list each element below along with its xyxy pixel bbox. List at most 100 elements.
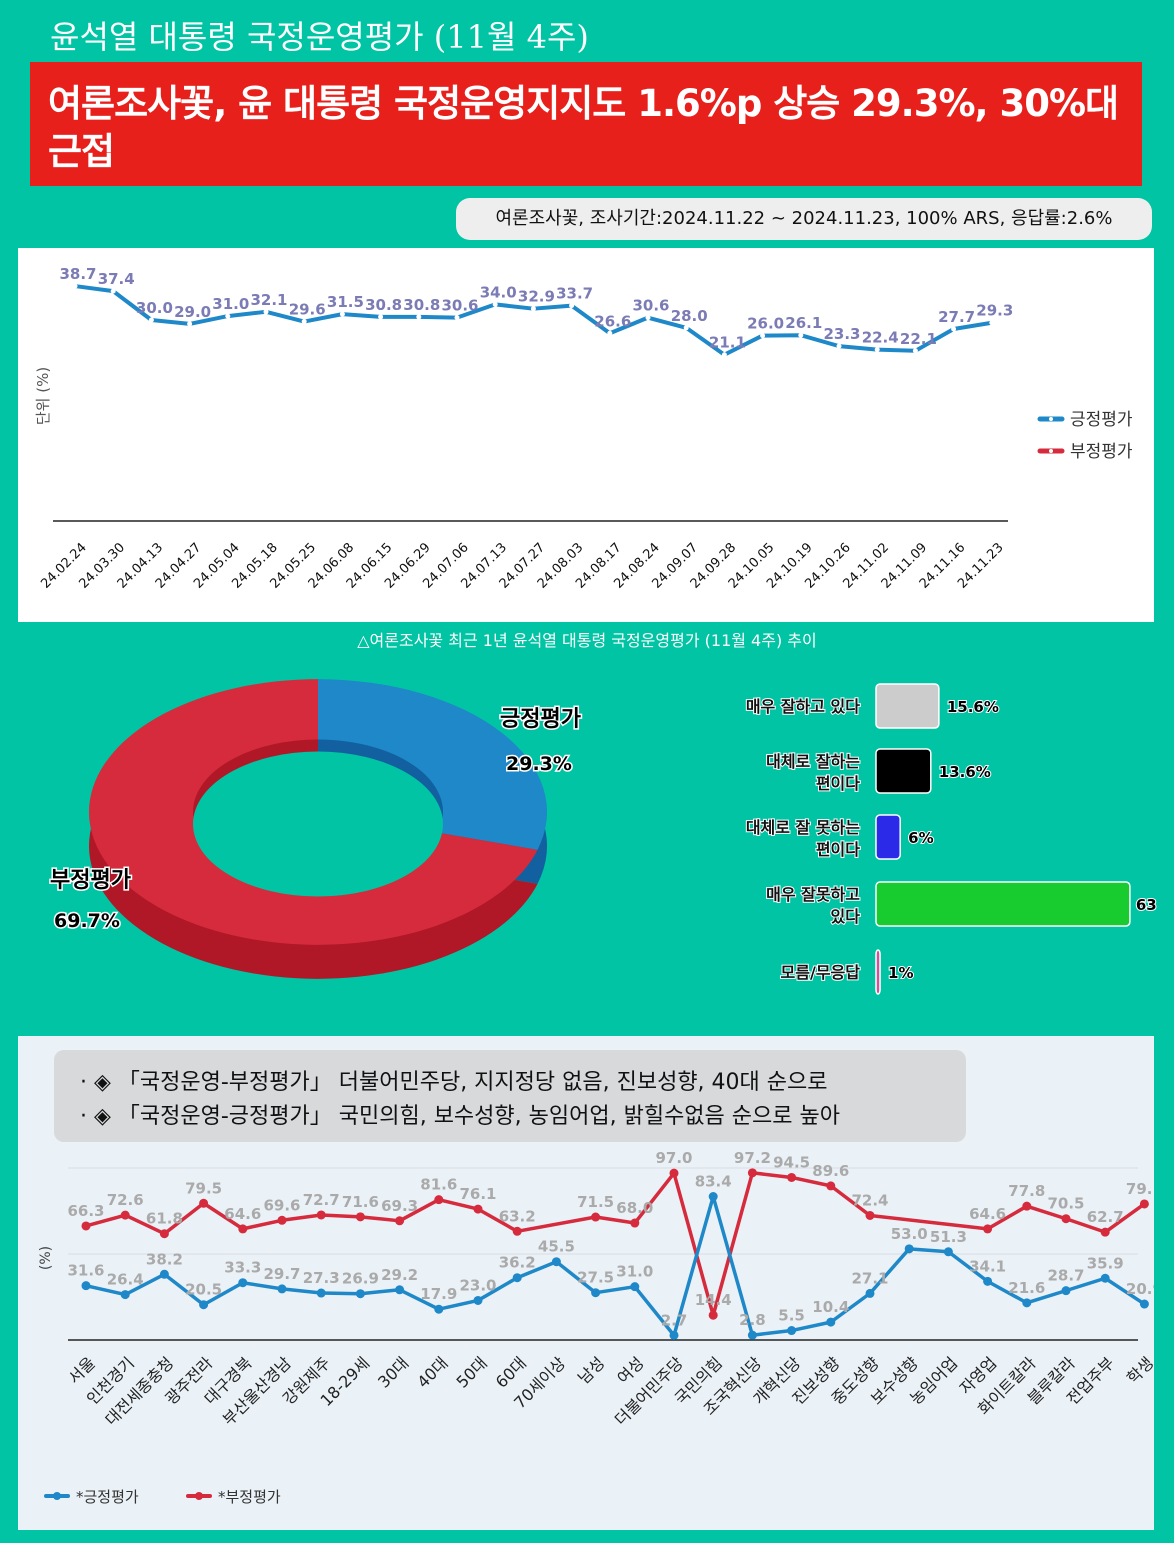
data-point xyxy=(159,1269,169,1279)
data-label: 72.7 xyxy=(303,1191,340,1209)
legend-marker xyxy=(1049,417,1053,421)
data-point xyxy=(416,314,422,320)
breakdown-charts: 긍정평가 29.3% 부정평가 69.7% 매우 잘하고 있다 15.6% 대체로 잘하는편… xyxy=(49,679,1158,995)
data-point xyxy=(787,1172,797,1182)
data-label: 79.1 xyxy=(1126,1180,1154,1198)
data-point xyxy=(512,1273,522,1283)
data-point xyxy=(836,343,842,349)
data-point xyxy=(148,317,154,323)
data-label: 20.5 xyxy=(185,1281,222,1299)
data-point xyxy=(1061,1214,1071,1224)
data-label: 71.5 xyxy=(577,1193,614,1211)
data-label: 31.5 xyxy=(327,293,364,311)
bar-category-label: 편이다 xyxy=(816,774,860,793)
data-label: 17.9 xyxy=(420,1285,457,1303)
data-label: 29.2 xyxy=(381,1266,418,1284)
data-point xyxy=(355,1289,365,1299)
bar-category-label: 대체로 잘하는 xyxy=(766,752,860,771)
data-label: 31.6 xyxy=(67,1262,104,1280)
data-label: 30.6 xyxy=(632,297,669,315)
data-point xyxy=(645,315,651,321)
data-label: 97.2 xyxy=(734,1149,771,1167)
data-point xyxy=(551,1257,561,1267)
data-label: 62.7 xyxy=(1087,1208,1124,1226)
data-point xyxy=(591,1288,601,1298)
data-point xyxy=(473,1295,483,1305)
data-point xyxy=(378,314,384,320)
data-label: 21.1 xyxy=(709,334,746,352)
bar xyxy=(875,748,932,794)
data-point xyxy=(1100,1227,1110,1237)
data-label: 27.5 xyxy=(577,1269,614,1287)
legend-label: 긍정평가 xyxy=(1070,410,1133,430)
data-point xyxy=(277,1215,287,1225)
data-label: 29.7 xyxy=(263,1265,300,1283)
data-point xyxy=(225,313,231,319)
pie-label-positive: 긍정평가 xyxy=(500,707,581,732)
data-point xyxy=(747,1168,757,1178)
data-label: 31.0 xyxy=(212,295,249,313)
bar-category-label: 매우 잘못하고 xyxy=(766,885,860,904)
data-point xyxy=(187,321,193,327)
pie-value-negative: 69.7% xyxy=(54,910,120,932)
data-point xyxy=(1061,1286,1071,1296)
data-point xyxy=(1139,1299,1149,1309)
data-point xyxy=(569,303,575,309)
data-label: 71.6 xyxy=(342,1193,379,1211)
headline-banner: 여론조사꽃, 윤 대통령 국정운영지지도 1.6%p 상승 29.3%, 30%… xyxy=(30,62,1142,186)
data-label: 53.0 xyxy=(891,1225,928,1243)
data-label: 64.6 xyxy=(969,1205,1006,1223)
x-tick-label: 40대 xyxy=(413,1353,451,1391)
legend-label: *긍정평가 xyxy=(76,1488,139,1506)
data-point xyxy=(434,1195,444,1205)
x-tick-label: 50대 xyxy=(453,1353,491,1391)
data-label: 14.4 xyxy=(695,1291,732,1309)
data-point xyxy=(339,311,345,317)
data-point xyxy=(395,1216,405,1226)
data-point xyxy=(1022,1298,1032,1308)
data-label: 34.1 xyxy=(969,1257,1006,1275)
bar-category-label: 편이다 xyxy=(816,840,860,859)
pie-label-negative: 부정평가 xyxy=(50,868,131,893)
pie-slice-negative xyxy=(89,679,538,945)
data-label: 30.6 xyxy=(441,297,478,315)
data-label: 33.7 xyxy=(556,285,593,303)
data-label: 28.7 xyxy=(1047,1267,1084,1285)
data-point xyxy=(912,348,918,354)
headline-text: 여론조사꽃, 윤 대통령 국정운영지지도 1.6%p 상승 29.3%, 30%… xyxy=(48,82,1119,173)
data-label: 72.6 xyxy=(107,1191,144,1209)
data-point xyxy=(473,1204,483,1214)
summary-positive: · ◈ 「국정운영-긍정평가」 국민의힘, 보수성향, 농임어업, 밝힐수없음 … xyxy=(80,1104,840,1129)
bar xyxy=(875,814,901,860)
data-point xyxy=(1100,1273,1110,1283)
bar-value-label: 15.6% xyxy=(947,698,999,716)
bar-value-label: 6% xyxy=(908,829,933,847)
data-point xyxy=(263,309,269,315)
data-label: 36.2 xyxy=(499,1254,536,1272)
data-label: 72.4 xyxy=(851,1191,888,1209)
y-axis-label: (%) xyxy=(38,1246,54,1270)
data-label: 22.1 xyxy=(900,330,937,348)
data-point xyxy=(721,352,727,358)
data-point xyxy=(454,315,460,321)
data-label: 22.4 xyxy=(862,329,899,347)
bar-value-label: 1% xyxy=(888,964,913,982)
data-point xyxy=(669,1330,679,1340)
data-label: 27.7 xyxy=(938,308,975,326)
bar xyxy=(875,949,881,995)
data-point xyxy=(826,1317,836,1327)
data-point xyxy=(865,1288,875,1298)
pie-value-positive: 29.3% xyxy=(506,753,572,775)
data-label: 29.3 xyxy=(976,302,1013,320)
data-point xyxy=(865,1210,875,1220)
data-label: 26.9 xyxy=(342,1270,379,1288)
data-point xyxy=(120,1290,130,1300)
data-label: 64.6 xyxy=(224,1205,261,1223)
data-point xyxy=(630,1218,640,1228)
data-point xyxy=(395,1285,405,1295)
bar xyxy=(875,881,1131,927)
data-point xyxy=(1022,1201,1032,1211)
data-point xyxy=(530,306,536,312)
series-line-negative xyxy=(85,1171,1146,1317)
